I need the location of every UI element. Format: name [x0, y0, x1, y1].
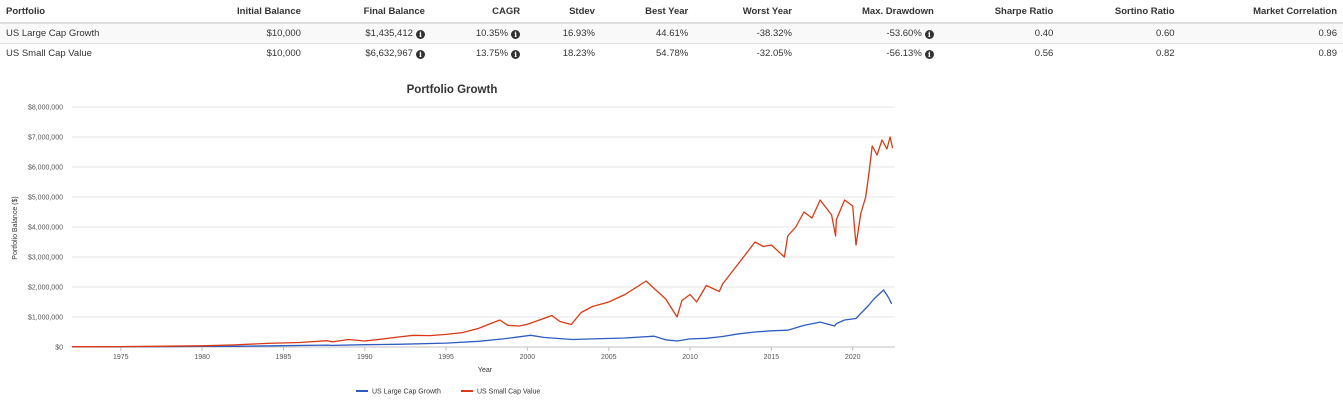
x-axis-ticks: 1975 1980 1985 1990 1995 2000 2005 2010 2015 2020: [113, 347, 861, 361]
x-tick-label: 1995: [438, 354, 454, 361]
info-icon[interactable]: i: [924, 50, 934, 59]
y-axis-title: Portfolio Balance ($): [12, 196, 19, 259]
worst-year: -38.32%: [694, 22, 798, 44]
x-tick-label: 1990: [357, 354, 373, 361]
max-drawdown: -53.60%: [886, 28, 922, 39]
portfolio-growth-chart: Portfolio Growth $0$1,000,000$2,000,000$…: [12, 84, 895, 396]
stdev: 18.23%: [526, 43, 601, 63]
cagr-cell: 10.35% i: [430, 22, 527, 44]
y-tick-label: $3,000,000: [28, 255, 63, 262]
market-correlation: 0.96: [1180, 22, 1343, 44]
col-max-drawdown: Max. Drawdown: [797, 0, 940, 24]
chart-title: Portfolio Growth: [407, 84, 498, 96]
max-drawdown: -56.13%: [886, 48, 922, 59]
table-row: US Large Cap Growth $10,000 $1,435,412 i …: [0, 22, 1343, 44]
x-tick-label: 1975: [113, 354, 129, 361]
cagr: 13.75%: [475, 48, 509, 59]
best-year: 44.61%: [600, 22, 695, 44]
legend-label-large-cap-growth[interactable]: US Large Cap Growth: [372, 389, 441, 396]
x-tick-label: 1985: [276, 354, 292, 361]
final-balance-cell: $6,632,967 i: [306, 43, 431, 63]
series-line-us-small-cap-value[interactable]: [72, 136, 894, 348]
portfolio-name: US Large Cap Growth: [0, 22, 179, 44]
max-drawdown-cell: -56.13% i: [797, 43, 940, 63]
y-axis-ticks: $0 $1,000,000 $2,000,000 $3,000,000 $4,000,0…: [28, 105, 63, 352]
sortino-ratio: 0.82: [1059, 43, 1181, 63]
x-axis-title: Year: [478, 367, 493, 374]
final-balance-cell: $1,435,412 i: [306, 22, 431, 44]
x-tick-label: 2000: [520, 354, 536, 361]
col-market-correlation: Market Correlation: [1180, 0, 1343, 24]
market-correlation: 0.89: [1180, 43, 1343, 63]
x-tick-label: 1980: [194, 354, 210, 361]
col-best-year: Best Year: [600, 0, 695, 24]
cagr: 10.35%: [475, 28, 509, 39]
table-header-row: Portfolio Initial Balance Final Balance …: [0, 0, 1343, 24]
col-sharpe-ratio: Sharpe Ratio: [939, 0, 1060, 24]
sharpe-ratio: 0.56: [939, 43, 1060, 63]
series-line-us-large-cap-growth[interactable]: [71, 289, 893, 348]
sharpe-ratio: 0.40: [939, 22, 1060, 44]
best-year: 54.78%: [600, 43, 695, 63]
final-balance: $6,632,967: [365, 48, 413, 59]
col-initial-balance: Initial Balance: [178, 0, 307, 24]
worst-year: -32.05%: [694, 43, 798, 63]
col-portfolio: Portfolio: [0, 0, 179, 24]
y-tick-label: $6,000,000: [28, 165, 63, 172]
col-cagr: CAGR: [430, 0, 527, 24]
chart-series: [71, 136, 894, 348]
chart-grid: [72, 106, 895, 318]
y-tick-label: $1,000,000: [28, 315, 63, 322]
info-icon[interactable]: i: [415, 30, 425, 39]
y-tick-label: $0: [55, 345, 63, 352]
x-tick-label: 2005: [601, 354, 617, 361]
col-final-balance: Final Balance: [306, 0, 431, 24]
y-tick-label: $2,000,000: [28, 285, 63, 292]
y-tick-label: $8,000,000: [28, 105, 63, 112]
y-tick-label: $4,000,000: [28, 225, 63, 232]
col-sortino-ratio: Sortino Ratio: [1059, 0, 1181, 24]
x-tick-label: 2015: [764, 354, 780, 361]
portfolio-name: US Small Cap Value: [0, 43, 179, 63]
col-worst-year: Worst Year: [694, 0, 798, 24]
y-tick-label: $7,000,000: [28, 135, 63, 142]
final-balance: $1,435,412: [365, 28, 413, 39]
x-tick-label: 2020: [845, 354, 861, 361]
initial-balance: $10,000: [178, 22, 307, 44]
chart-legend: US Large Cap Growth US Small Cap Value: [356, 389, 540, 396]
col-stdev: Stdev: [526, 0, 601, 24]
max-drawdown-cell: -53.60% i: [797, 22, 940, 44]
info-icon[interactable]: i: [415, 50, 425, 59]
sortino-ratio: 0.60: [1059, 22, 1181, 44]
x-tick-label: 2010: [682, 354, 698, 361]
portfolio-summary-table: Portfolio Initial Balance Final Balance …: [0, 0, 1343, 63]
legend-label-small-cap-value[interactable]: US Small Cap Value: [477, 389, 540, 396]
y-tick-label: $5,000,000: [28, 195, 63, 202]
info-icon[interactable]: i: [511, 50, 521, 59]
table-row: US Small Cap Value $10,000 $6,632,967 i 1…: [0, 43, 1343, 63]
info-icon[interactable]: i: [924, 30, 934, 39]
info-icon[interactable]: i: [511, 30, 521, 39]
stdev: 16.93%: [526, 22, 601, 44]
cagr-cell: 13.75% i: [430, 43, 527, 63]
initial-balance: $10,000: [178, 43, 307, 63]
